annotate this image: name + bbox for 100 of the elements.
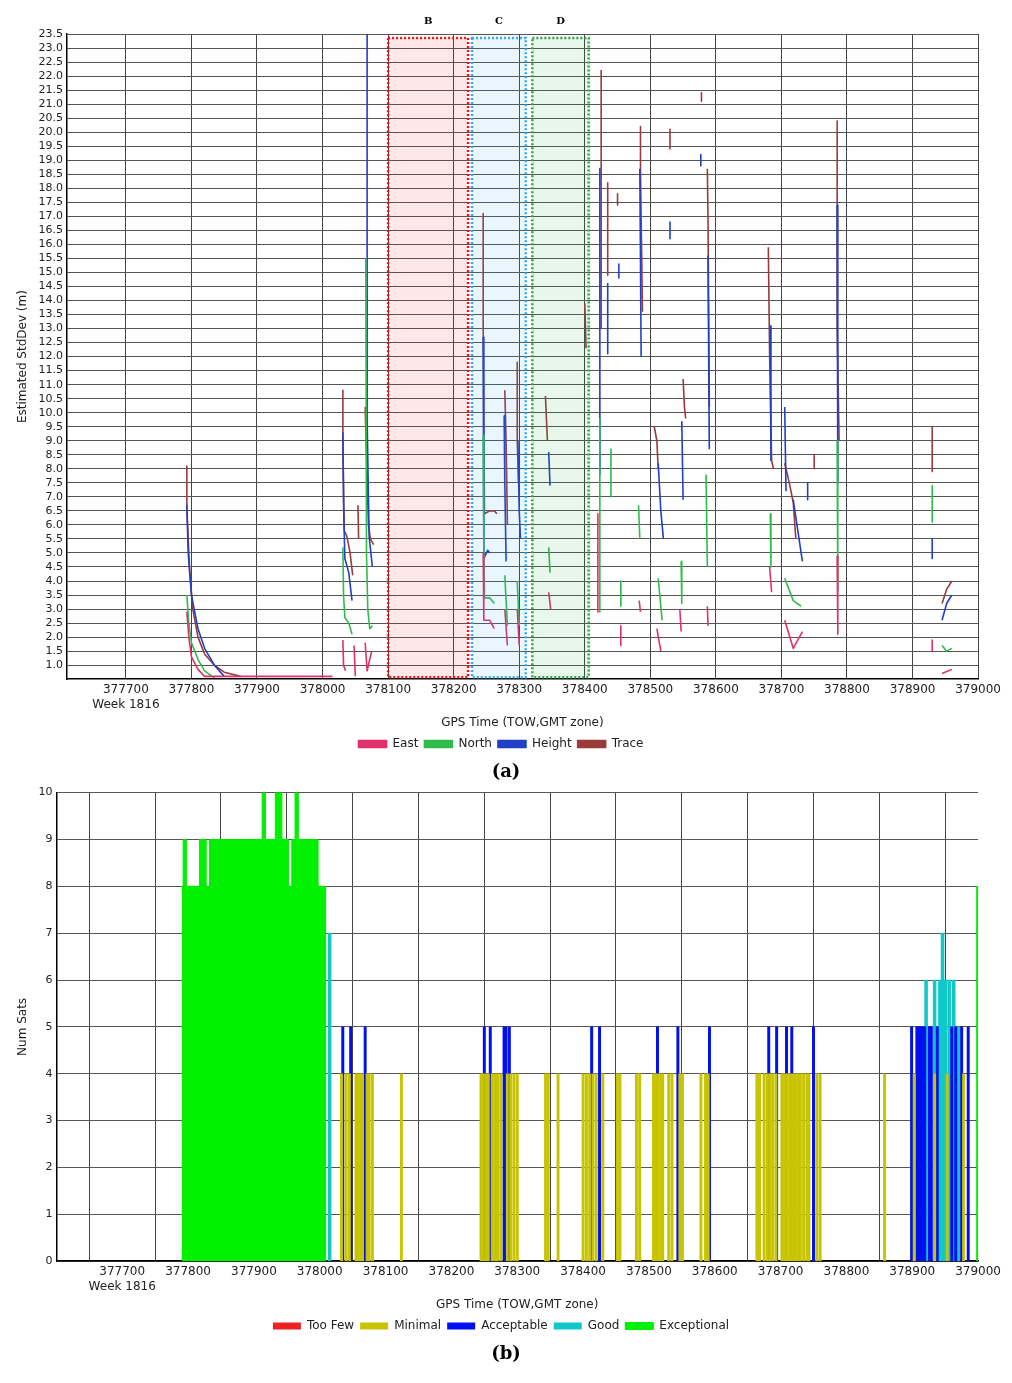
x-tick-label: 378000 (299, 681, 346, 696)
x-tick-label: 379000 (955, 1263, 1001, 1278)
x-tick-label: 378300 (496, 681, 543, 696)
x-tick-label: 378900 (889, 681, 936, 696)
y-tick-label: 8.5 (45, 447, 63, 461)
y-tick-label: 23.0 (38, 40, 63, 54)
legend-label: Too Few (305, 1318, 355, 1333)
x-tick-label: 377900 (231, 1263, 277, 1278)
y-tick-label: 2 (45, 1160, 53, 1174)
y-tick-label: 9.0 (45, 433, 63, 447)
y-tick-label: 12.0 (38, 349, 63, 363)
x-axis-title: GPS Time (TOW,GMT zone) (436, 1296, 599, 1311)
legend-label: East (392, 736, 419, 751)
x-tick-label: 378900 (889, 1263, 936, 1278)
legend-label: Exceptional (659, 1318, 730, 1333)
y-tick-label: 5 (45, 1019, 53, 1033)
x-tick-label: 377700 (102, 681, 149, 696)
x-tick-label: 378400 (561, 681, 608, 696)
y-tick-label: 5.0 (45, 545, 63, 559)
y-tick-label: 19.0 (38, 153, 63, 167)
y-tick-label: 13.0 (38, 321, 63, 335)
x-tick-label: 377800 (168, 681, 215, 696)
legend-label: Trace (610, 736, 644, 751)
y-tick-label: 12.5 (38, 335, 63, 349)
band-label: B (423, 14, 433, 26)
y-tick-label: 16.5 (38, 223, 63, 237)
y-tick-label: 10.0 (38, 405, 63, 419)
y-tick-label: 6.5 (45, 503, 63, 517)
y-tick-label: 13.5 (38, 307, 63, 321)
y-axis-title: Num Sats (15, 997, 30, 1056)
y-tick-label: 10.5 (38, 391, 63, 405)
y-tick-label: 6.0 (45, 517, 63, 531)
x-tick-label: 378800 (824, 681, 870, 696)
text: Week 1816 (88, 1279, 156, 1294)
y-tick-label: 7 (45, 926, 53, 940)
text: (b) (490, 1342, 522, 1364)
x-tick-label: 377800 (165, 1263, 211, 1278)
y-tick-label: 2.5 (45, 615, 63, 629)
y-tick-label: 20.5 (38, 111, 63, 125)
y-tick-label: 22.0 (38, 68, 63, 82)
x-tick-label: 378400 (560, 1263, 606, 1278)
y-tick-label: 1.0 (45, 658, 63, 672)
x-tick-label: 377900 (234, 681, 280, 696)
y-tick-label: 11.5 (38, 363, 63, 377)
x-tick-label: 378200 (428, 1263, 475, 1278)
y-tick-label: 0 (45, 1254, 53, 1268)
y-tick-label: 19.5 (38, 139, 63, 153)
x-tick-label: 378200 (430, 681, 477, 696)
x-tick-label: 378500 (626, 1263, 672, 1278)
y-tick-label: 6 (45, 972, 53, 986)
legend-label: Height (531, 736, 572, 751)
y-tick-label: 1.5 (45, 644, 63, 658)
x-tick-label: 378800 (823, 1263, 870, 1278)
x-tick-label: 379000 (955, 681, 1001, 696)
x-tick-label: 378500 (627, 681, 674, 696)
y-tick-label: 3.5 (45, 587, 63, 601)
y-tick-label: 8.0 (45, 461, 63, 475)
y-tick-label: 4.5 (45, 559, 63, 573)
y-tick-label: 8 (45, 879, 53, 893)
y-tick-label: 17.5 (38, 195, 63, 209)
y-tick-label: 20.0 (38, 125, 63, 139)
y-tick-label: 9 (45, 832, 53, 846)
x-tick-label: 378300 (494, 1263, 541, 1278)
y-tick-label: 1 (45, 1207, 53, 1221)
x-tick-label: 377700 (99, 1263, 146, 1278)
x-tick-label: 378700 (758, 681, 805, 696)
x-tick-label: 378700 (757, 1263, 804, 1278)
y-tick-label: 23.5 (38, 26, 63, 40)
y-tick-label: 16.0 (38, 237, 63, 251)
y-tick-label: 22.5 (38, 54, 63, 68)
y-tick-label: 18.0 (38, 181, 63, 195)
y-tick-label: 7.0 (45, 489, 63, 503)
y-tick-label: 2.0 (45, 629, 63, 643)
y-tick-label: 7.5 (45, 475, 63, 489)
y-tick-label: 15.5 (38, 251, 63, 265)
y-tick-label: 21.0 (38, 96, 63, 110)
y-tick-label: 14.5 (38, 279, 63, 293)
x-tick-label: 378600 (692, 681, 739, 696)
y-tick-label: 3.0 (45, 601, 63, 615)
y-tick-label: 11.0 (38, 377, 63, 391)
x-tick-label: 378600 (691, 1263, 738, 1278)
x-axis-title: GPS Time (TOW,GMT zone) (441, 714, 604, 729)
legend-label: Minimal (394, 1318, 442, 1333)
y-tick-label: 17.0 (38, 209, 63, 223)
legend-label: Good (587, 1318, 620, 1333)
x-tick-label: 378000 (296, 1263, 343, 1278)
y-tick-label: 14.0 (38, 293, 63, 307)
y-tick-label: 4.0 (45, 573, 63, 587)
y-tick-label: 10 (38, 785, 53, 799)
y-tick-label: 4 (45, 1066, 53, 1080)
y-tick-label: 18.5 (38, 167, 63, 181)
band-label: C (494, 14, 503, 26)
y-tick-label: 21.5 (38, 82, 63, 96)
y-tick-label: 15.0 (38, 265, 63, 279)
y-axis-title: Estimated StdDev (m) (15, 290, 30, 424)
legend-label: Acceptable (481, 1318, 548, 1333)
band-label: D (556, 14, 566, 26)
y-tick-label: 9.5 (45, 419, 63, 433)
text: Week 1816 (92, 697, 160, 712)
x-tick-label: 378100 (362, 1263, 409, 1278)
